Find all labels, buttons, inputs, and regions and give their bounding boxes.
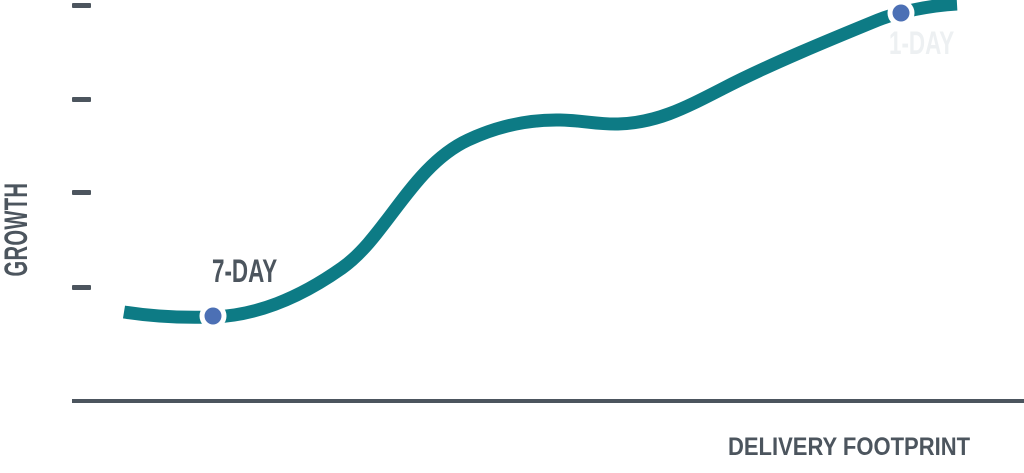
x-axis-label: DELIVERY FOOTPRINT bbox=[728, 433, 971, 461]
y-axis-tick bbox=[72, 190, 91, 195]
growth-curve-line bbox=[122, 0, 958, 324]
y-axis-tick bbox=[72, 285, 91, 290]
y-axis-tick bbox=[72, 97, 91, 102]
y-axis-tick bbox=[72, 3, 91, 8]
label-1day: 1-DAY bbox=[889, 25, 955, 61]
x-axis-line bbox=[72, 399, 1024, 403]
marker-7day-dot bbox=[204, 307, 222, 325]
marker-1day-dot bbox=[892, 4, 910, 22]
label-7day: 7-DAY bbox=[212, 253, 278, 289]
